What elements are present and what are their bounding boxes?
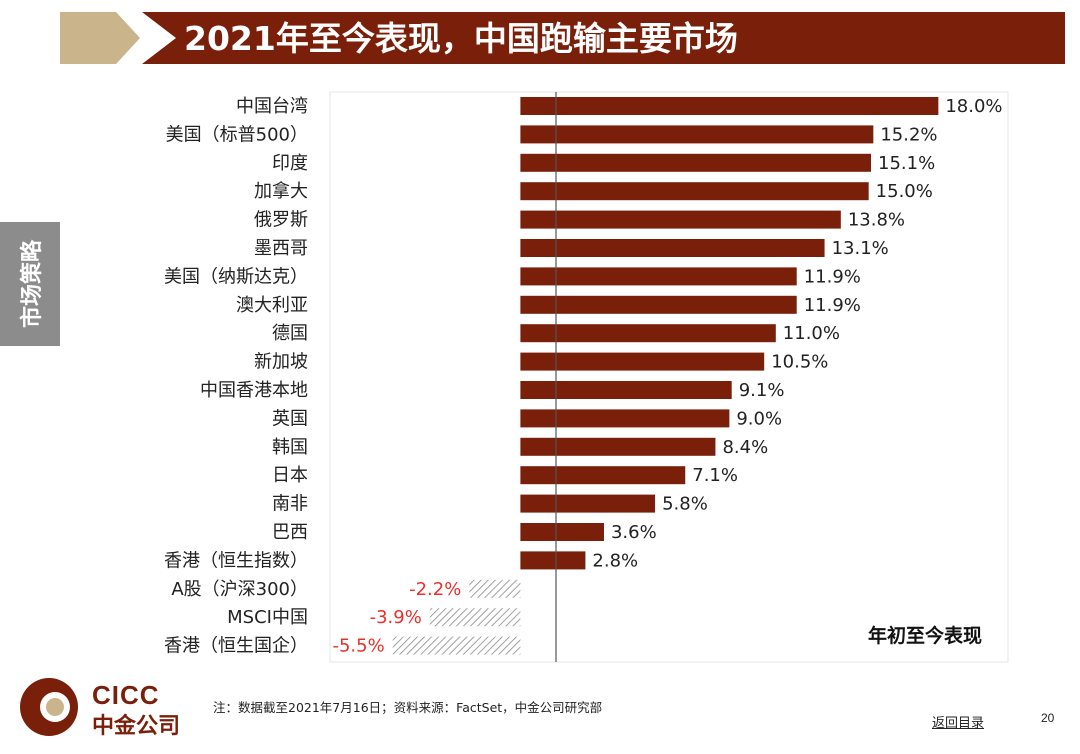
plot-area-frame bbox=[329, 91, 1009, 663]
bar bbox=[520, 494, 656, 513]
category-label: 德国 bbox=[272, 323, 308, 344]
category-label: 印度 bbox=[272, 153, 308, 174]
data-label: -5.5% bbox=[332, 636, 384, 657]
logo-text-cn: 中金公司 bbox=[92, 714, 181, 739]
category-label: 俄罗斯 bbox=[254, 210, 308, 231]
cicc-logo-mark-icon bbox=[20, 678, 78, 736]
data-label: 8.4% bbox=[722, 437, 768, 458]
bar bbox=[520, 239, 825, 257]
cicc-logo: CICC 中金公司 bbox=[20, 676, 200, 739]
data-label: -2.2% bbox=[409, 579, 461, 600]
side-tab-market-strategy[interactable]: 市场策略 bbox=[0, 222, 60, 346]
data-label: -3.9% bbox=[370, 607, 422, 628]
data-label: 10.5% bbox=[771, 352, 828, 373]
bar bbox=[520, 267, 797, 286]
data-label: 7.1% bbox=[692, 465, 738, 486]
bar bbox=[520, 437, 716, 456]
data-label: 11.9% bbox=[804, 295, 861, 316]
data-label: 9.0% bbox=[736, 408, 782, 429]
data-label: 11.9% bbox=[804, 266, 861, 287]
category-label: 香港（恒生国企） bbox=[164, 636, 308, 657]
data-label: 13.1% bbox=[832, 238, 889, 259]
category-label: 韩国 bbox=[272, 437, 308, 458]
bar bbox=[520, 352, 765, 371]
data-label: 15.1% bbox=[878, 153, 935, 174]
bar bbox=[520, 125, 874, 144]
data-label: 5.8% bbox=[662, 494, 708, 515]
category-label: 澳大利亚 bbox=[236, 295, 308, 316]
data-label: 9.1% bbox=[739, 380, 785, 401]
category-label: 墨西哥 bbox=[254, 238, 308, 259]
category-label: 新加坡 bbox=[254, 352, 308, 373]
bar bbox=[520, 182, 869, 201]
bar bbox=[520, 295, 797, 314]
data-label: 15.0% bbox=[876, 181, 933, 202]
category-label: 英国 bbox=[272, 408, 308, 429]
category-label: 美国（纳斯达克） bbox=[164, 266, 308, 287]
data-label: 15.2% bbox=[880, 124, 937, 145]
bar bbox=[520, 97, 939, 115]
bar bbox=[520, 153, 872, 172]
bar bbox=[520, 466, 686, 485]
data-label: 18.0% bbox=[945, 96, 1002, 117]
category-label: 香港（恒生指数） bbox=[164, 550, 308, 571]
data-label: 13.8% bbox=[848, 210, 905, 231]
bar bbox=[520, 381, 732, 399]
bar bbox=[520, 551, 586, 570]
page-number: 20 bbox=[1041, 711, 1055, 725]
bar-negative bbox=[392, 636, 521, 655]
bar bbox=[520, 210, 841, 229]
category-label: MSCI中国 bbox=[227, 607, 308, 628]
header-title-bar bbox=[142, 12, 1065, 64]
logo-text-en: CICC bbox=[92, 680, 160, 710]
category-label: 中国香港本地 bbox=[200, 380, 308, 401]
data-label: 2.8% bbox=[592, 550, 638, 571]
header-band bbox=[60, 12, 1065, 64]
chart-legend-title: 年初至今表现 bbox=[868, 624, 982, 647]
bar bbox=[520, 409, 730, 428]
category-label: A股（沪深300） bbox=[171, 579, 308, 600]
category-label: 美国（标普500） bbox=[166, 124, 308, 145]
bar bbox=[520, 324, 776, 343]
data-label: 3.6% bbox=[611, 522, 657, 543]
category-label: 加拿大 bbox=[254, 180, 308, 202]
back-to-contents-link[interactable]: 返回目录 bbox=[932, 716, 985, 731]
bar-negative bbox=[469, 579, 521, 598]
bar bbox=[520, 523, 604, 541]
category-label: 中国台湾 bbox=[236, 96, 308, 117]
page-title: 2021年至今表现，中国跑输主要市场 bbox=[184, 19, 738, 58]
category-label: 南非 bbox=[272, 494, 308, 515]
category-label: 巴西 bbox=[272, 522, 308, 543]
data-label: 11.0% bbox=[783, 323, 840, 344]
source-note: 注：数据截至2021年7月16日；资料来源：FactSet，中金公司研究部 bbox=[213, 700, 603, 715]
category-label: 日本 bbox=[272, 465, 308, 486]
bar-negative bbox=[429, 608, 521, 627]
